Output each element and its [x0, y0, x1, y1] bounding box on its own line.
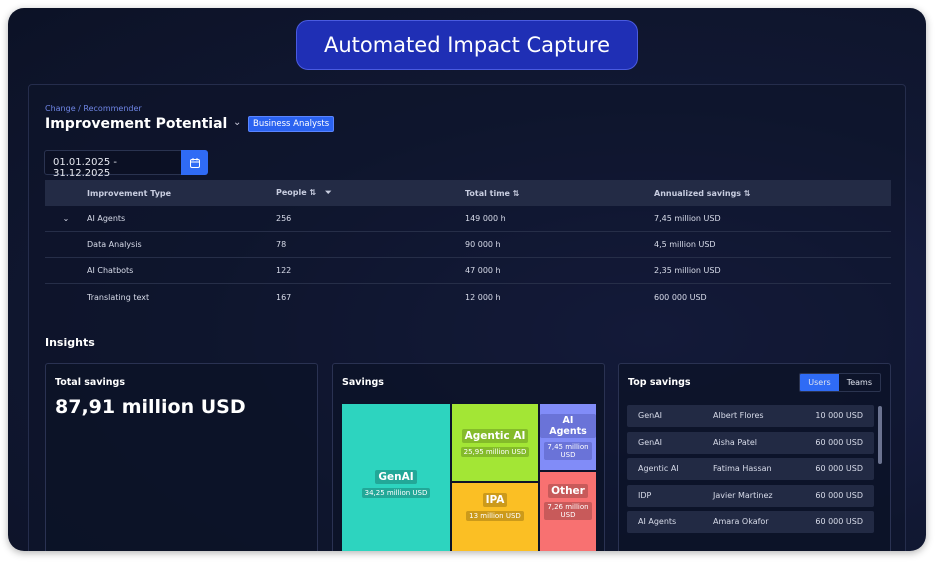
- breadcrumb[interactable]: Change / Recommender: [45, 104, 142, 113]
- users-teams-toggle[interactable]: Users Teams: [799, 373, 881, 392]
- table-header: Improvement Type People ⇅ ⏷ Total time ⇅…: [45, 180, 891, 206]
- scrollbar[interactable]: [878, 406, 882, 464]
- list-item[interactable]: Agentic AI Fatima Hassan 60 000 USD: [627, 458, 874, 480]
- card-title: Total savings: [55, 377, 125, 388]
- list-item[interactable]: GenAI Albert Flores 10 000 USD: [627, 405, 874, 427]
- list-item[interactable]: AI Agents Amara Okafor 60 000 USD: [627, 511, 874, 533]
- treemap-tile-ai-agents[interactable]: AI Agents 7,45 million USD: [540, 404, 596, 470]
- table-row[interactable]: Translating text 167 12 000 h 600 000 USD: [87, 292, 707, 302]
- table-row[interactable]: AI Chatbots 122 47 000 h 2,35 million USD: [45, 258, 891, 284]
- col-people[interactable]: People ⇅ ⏷: [276, 188, 332, 197]
- tab-users[interactable]: Users: [800, 374, 839, 391]
- date-range-input[interactable]: 01.01.2025 - 31.12.2025: [44, 150, 182, 179]
- treemap-tile-genai[interactable]: GenAI 34,25 million USD: [342, 404, 450, 551]
- expand-chevron-icon[interactable]: ⌄: [62, 214, 70, 223]
- table-row[interactable]: Data Analysis 78 90 000 h 4,5 million USD: [45, 232, 891, 258]
- table-row[interactable]: ⌄ AI Agents 256 149 000 h 7,45 million USD: [45, 206, 891, 232]
- tab-teams[interactable]: Teams: [846, 378, 872, 387]
- page-title: Improvement Potential: [45, 116, 228, 132]
- main-panel: Change / Recommender Improvement Potenti…: [28, 84, 906, 551]
- treemap-tile-other[interactable]: Other 7,26 million USD: [540, 472, 596, 551]
- savings-card: Savings GenAI 34,25 million USD Agentic A…: [332, 363, 605, 551]
- col-savings[interactable]: Annualized savings ⇅: [654, 188, 751, 198]
- sort-icon: ⇅: [743, 188, 751, 198]
- calendar-icon: [189, 157, 200, 168]
- card-title: Savings: [342, 377, 384, 388]
- list-item[interactable]: IDP Javier Martinez 60 000 USD: [627, 485, 874, 507]
- total-savings-card: Total savings 87,91 million USD: [45, 363, 318, 551]
- treemap-tile-agentic-ai[interactable]: Agentic AI 25,95 million USD: [452, 404, 538, 481]
- list-item[interactable]: GenAI Aisha Patel 60 000 USD: [627, 432, 874, 454]
- filter-badge[interactable]: Business Analysts: [248, 116, 335, 132]
- treemap-tile-ipa[interactable]: IPA 13 million USD: [452, 483, 538, 551]
- total-savings-value: 87,91 million USD: [55, 396, 246, 418]
- sort-icon: ⇅: [512, 188, 520, 198]
- app-window: Automated Impact Capture Change / Recomm…: [8, 8, 926, 551]
- col-time[interactable]: Total time ⇅: [465, 188, 520, 198]
- header-title: Automated Impact Capture: [296, 20, 638, 70]
- insights-heading: Insights: [45, 336, 95, 349]
- card-title: Top savings: [628, 377, 691, 388]
- filter-icon: ⏷: [324, 188, 332, 197]
- sort-icon: ⇅: [309, 188, 317, 197]
- top-savings-card: Top savings Users Teams GenAI Albert Flor…: [618, 363, 891, 551]
- col-type[interactable]: Improvement Type: [87, 188, 172, 198]
- calendar-button[interactable]: [181, 150, 208, 175]
- improvement-table: Improvement Type People ⇅ ⏷ Total time ⇅…: [45, 180, 891, 310]
- chevron-down-icon[interactable]: ⌄: [233, 117, 242, 128]
